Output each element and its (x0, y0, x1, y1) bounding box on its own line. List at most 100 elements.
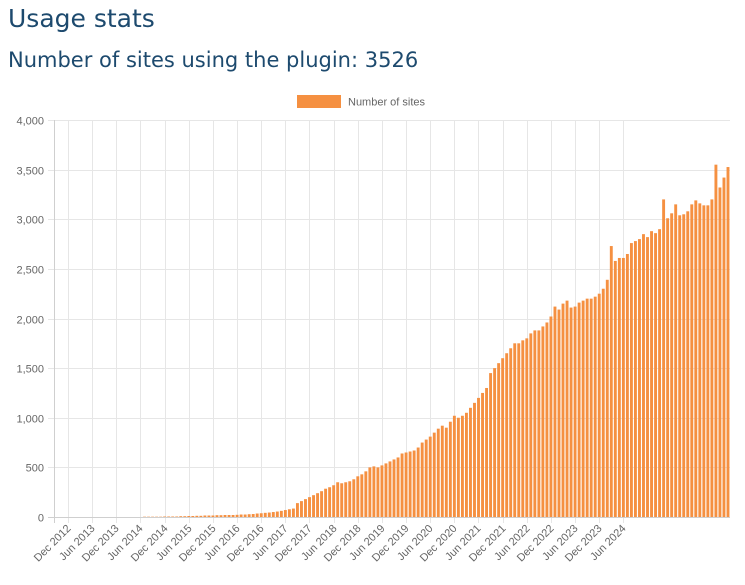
data-bar (207, 515, 211, 517)
y-tick-label: 2,500 (16, 265, 44, 277)
data-bar (706, 205, 710, 517)
data-bar (642, 234, 645, 517)
data-bar (448, 421, 452, 517)
data-bar (670, 213, 674, 518)
data-bar (167, 516, 171, 517)
data-bar (517, 343, 521, 517)
data-bar (674, 204, 678, 518)
y-tick-label: 3,500 (16, 166, 44, 178)
chart-axes (48, 120, 730, 523)
data-bar (203, 515, 207, 517)
data-bar (702, 205, 706, 517)
data-bar (344, 482, 348, 517)
data-bar (521, 340, 525, 517)
data-bar (175, 516, 179, 517)
data-bar (376, 467, 380, 518)
data-bar (666, 218, 670, 517)
y-tick-label: 3,000 (16, 215, 44, 227)
data-bar (340, 483, 344, 517)
data-bar (271, 512, 275, 517)
data-bar (541, 326, 545, 517)
data-bar (533, 330, 537, 517)
data-bar (187, 516, 191, 517)
data-bar (191, 516, 195, 517)
data-bar (219, 515, 223, 517)
data-bar (404, 452, 408, 517)
data-bar (251, 514, 255, 517)
data-bar (617, 257, 621, 517)
data-bar (328, 487, 332, 517)
data-bar (243, 514, 247, 517)
data-bar (336, 482, 340, 517)
data-bar (456, 417, 460, 517)
data-bar (316, 493, 320, 517)
data-bar (473, 402, 476, 517)
data-bar (537, 330, 541, 517)
chart-legend[interactable]: Number of sites (297, 95, 426, 109)
data-bar (364, 471, 368, 517)
chart-bars (143, 164, 730, 518)
data-bar (368, 467, 372, 518)
data-bar (348, 481, 352, 517)
data-bar (525, 338, 529, 517)
data-bar (436, 428, 440, 517)
data-bar (235, 514, 239, 517)
data-bar (440, 425, 444, 517)
data-bar (416, 447, 420, 517)
data-bar (646, 237, 649, 517)
data-bar (279, 510, 283, 517)
data-bar (304, 499, 307, 517)
data-bar (658, 229, 662, 517)
data-bar (678, 215, 682, 517)
data-bar (718, 187, 722, 518)
data-bar (638, 239, 641, 517)
data-bar (287, 509, 291, 517)
data-bar (501, 358, 505, 517)
data-bar (171, 516, 175, 517)
data-bar (179, 516, 183, 517)
data-bar (372, 466, 376, 517)
data-bar (710, 199, 714, 517)
data-bar (227, 515, 231, 517)
data-bar (569, 307, 573, 517)
data-bar (621, 257, 625, 517)
data-bar (497, 363, 501, 517)
data-bar (199, 515, 203, 517)
data-bar (585, 298, 589, 517)
data-bar (420, 442, 424, 517)
data-bar (609, 246, 613, 518)
data-bar (654, 233, 658, 517)
data-bar (553, 306, 557, 517)
data-bar (255, 513, 259, 517)
data-bar (215, 515, 219, 517)
data-bar (300, 501, 303, 517)
data-bar (432, 432, 436, 517)
data-bar (686, 211, 690, 517)
data-bar (247, 514, 251, 517)
data-bar (163, 516, 167, 517)
y-tick-label: 500 (26, 463, 44, 475)
data-bar (263, 512, 267, 517)
data-bar (400, 453, 404, 517)
y-tick-label: 2,000 (16, 315, 44, 327)
data-bar (481, 392, 484, 517)
data-bar (722, 177, 726, 517)
data-bar (360, 474, 364, 517)
data-bar (545, 322, 549, 517)
data-bar (444, 427, 448, 517)
page-title: Usage stats (8, 4, 155, 33)
data-bar (682, 214, 686, 518)
data-bar (613, 260, 617, 517)
data-bar (424, 439, 428, 517)
data-bar (513, 343, 517, 517)
data-bar (428, 436, 432, 517)
data-bar (593, 296, 597, 517)
y-tick-label: 0 (38, 513, 44, 525)
data-bar (485, 387, 489, 517)
data-bar (694, 200, 698, 517)
data-bar (259, 513, 263, 517)
data-bar (577, 302, 581, 517)
data-bar (239, 514, 243, 517)
data-bar (460, 415, 464, 517)
